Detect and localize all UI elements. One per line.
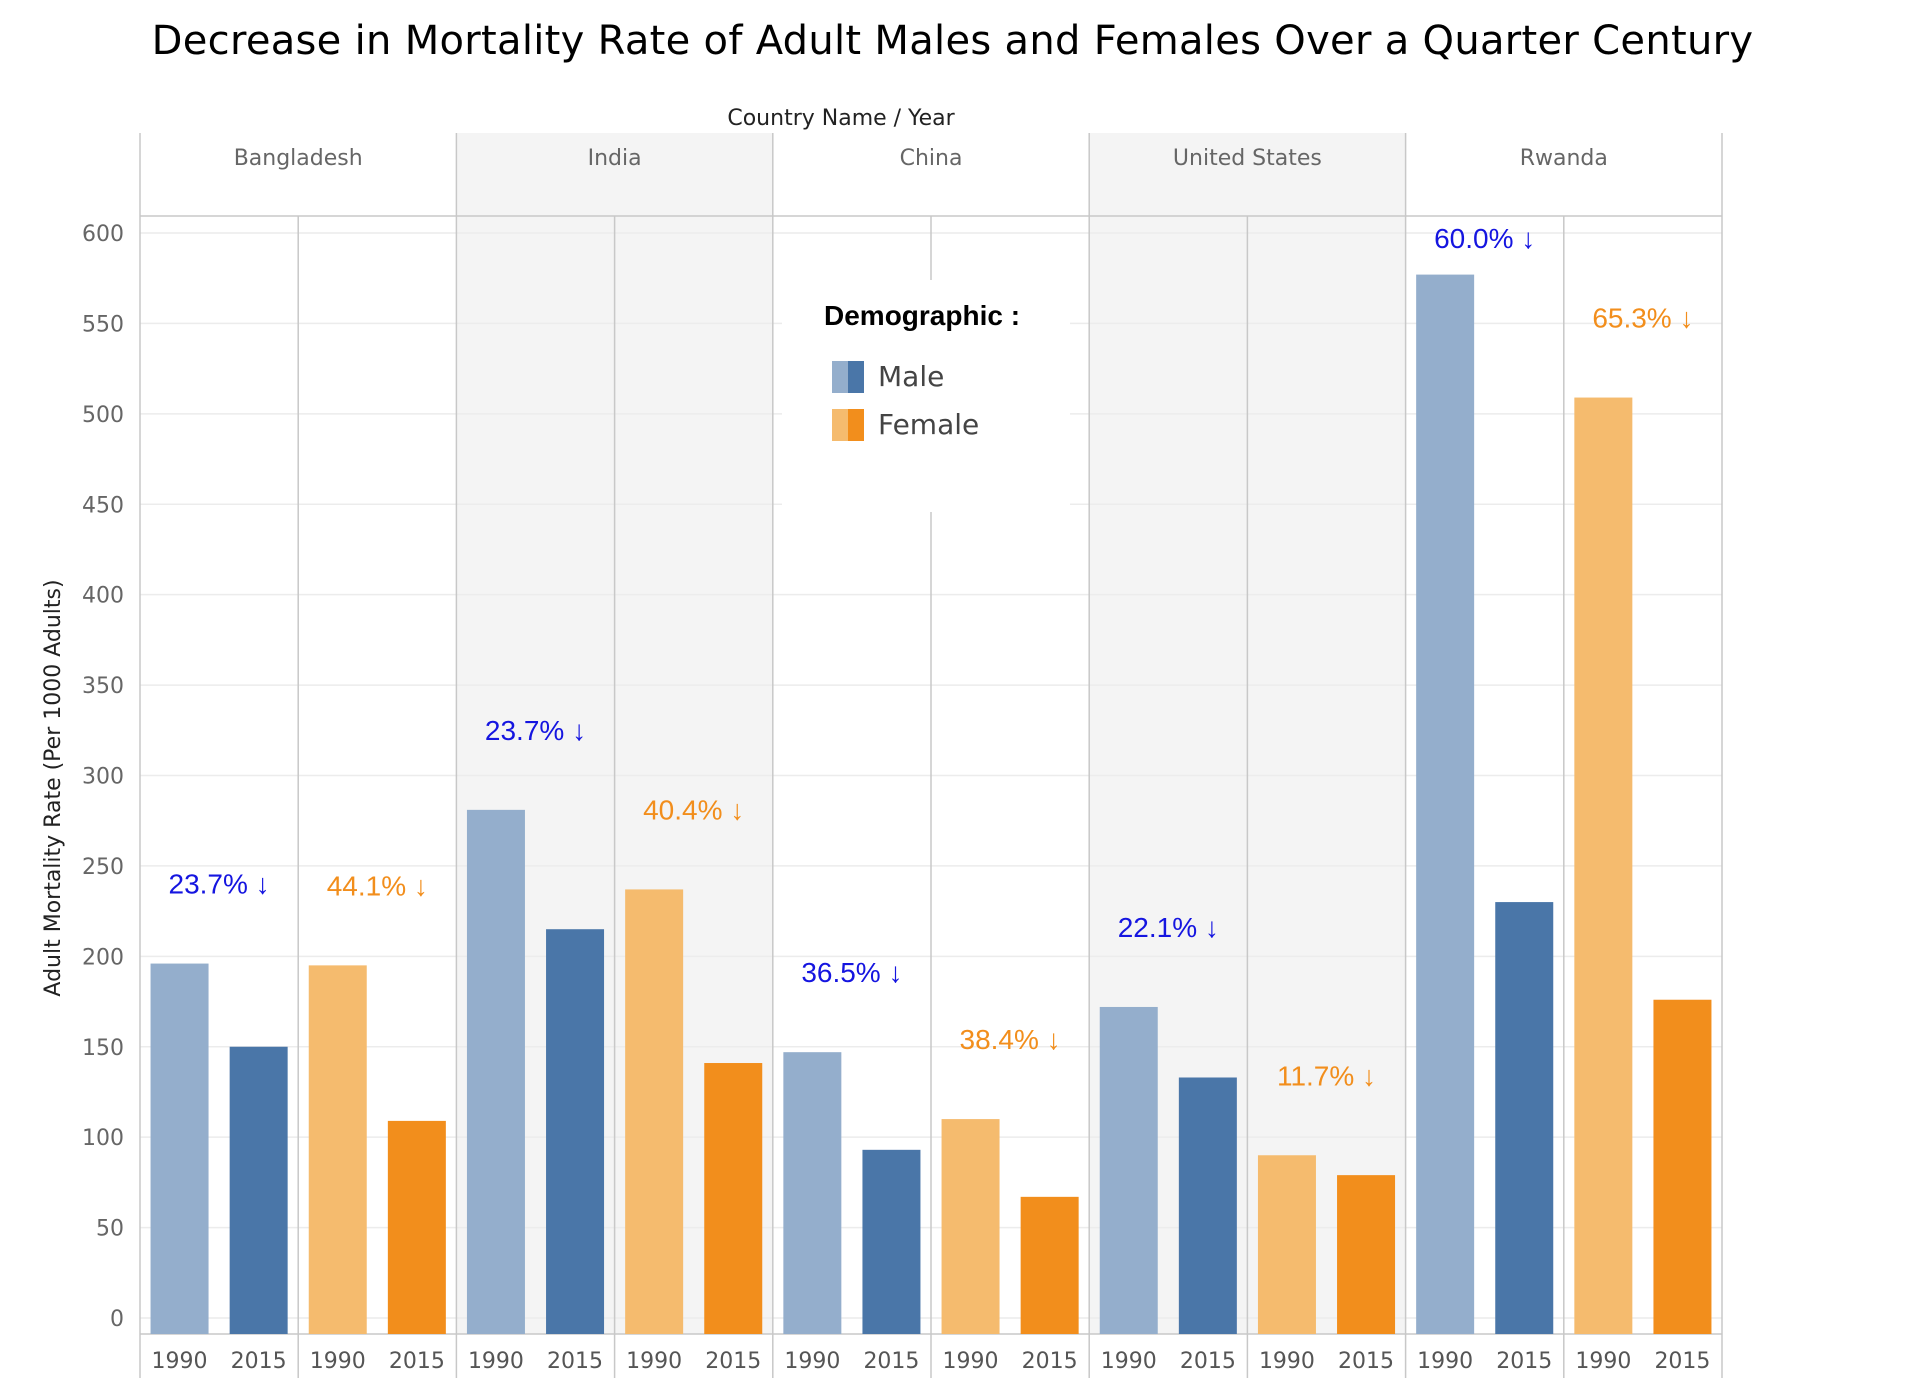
bar-india-female-2015 [704, 1063, 763, 1334]
year-tick-label: 1990 [1417, 1349, 1473, 1374]
bar-rwanda-male-1990 [1416, 274, 1475, 1334]
bar-china-male-1990 [783, 1052, 842, 1334]
legend-swatch-female [832, 408, 864, 441]
bar-bangladesh-male-1990 [150, 963, 209, 1334]
legend-title: Demographic : [824, 300, 1021, 331]
bar-china-female-1990 [941, 1119, 1000, 1334]
year-tick-label: 1990 [1575, 1349, 1631, 1374]
year-tick-label: 2015 [1654, 1349, 1710, 1374]
decrease-label: 38.4% ↓ [960, 1024, 1061, 1055]
decrease-label: 23.7% ↓ [169, 869, 270, 900]
decrease-label: 23.7% ↓ [485, 715, 586, 746]
decrease-label: 40.4% ↓ [643, 794, 744, 825]
country-label: Bangladesh [234, 146, 363, 171]
y-tick-label: 500 [82, 403, 124, 428]
bar-united-states-male-1990 [1099, 1006, 1158, 1334]
y-tick-label: 300 [82, 765, 124, 790]
bar-united-states-female-2015 [1337, 1175, 1396, 1334]
year-tick-label: 1990 [784, 1349, 840, 1374]
year-tick-label: 2015 [389, 1349, 445, 1374]
legend-item-male: Male [832, 360, 944, 393]
country-label: Rwanda [1520, 146, 1608, 171]
bar-bangladesh-male-2015 [229, 1046, 288, 1334]
year-tick-label: 2015 [1022, 1349, 1078, 1374]
year-tick-label: 1990 [152, 1349, 208, 1374]
decrease-label: 22.1% ↓ [1118, 912, 1219, 943]
y-tick-label: 50 [96, 1217, 124, 1242]
year-tick-label: 2015 [547, 1349, 603, 1374]
year-tick-label: 2015 [1180, 1349, 1236, 1374]
decrease-label: 11.7% ↓ [1277, 1060, 1376, 1091]
bar-china-male-2015 [862, 1149, 921, 1334]
country-label: China [900, 146, 963, 171]
decrease-label: 44.1% ↓ [327, 870, 428, 901]
bar-india-female-1990 [625, 889, 684, 1334]
legend-swatch-male [832, 360, 864, 393]
legend: Demographic : Male Female [782, 280, 1070, 512]
y-tick-label: 600 [82, 222, 124, 247]
y-tick-label: 400 [82, 584, 124, 609]
y-tick-label: 150 [82, 1036, 124, 1061]
y-tick-label: 250 [82, 855, 124, 880]
y-tick-label: 200 [82, 945, 124, 970]
y-tick-label: 100 [82, 1126, 124, 1151]
year-tick-label: 2015 [1496, 1349, 1552, 1374]
year-tick-label: 1990 [468, 1349, 524, 1374]
decrease-label: 36.5% ↓ [801, 957, 902, 988]
legend-label-male: Male [878, 360, 945, 393]
y-tick-label: 450 [82, 493, 124, 518]
y-tick-label: 550 [82, 312, 124, 337]
year-tick-label: 1990 [310, 1349, 366, 1374]
decrease-label: 60.0% ↓ [1434, 223, 1535, 254]
year-tick-label: 2015 [1338, 1349, 1394, 1374]
bar-rwanda-female-1990 [1574, 397, 1633, 1334]
year-tick-label: 2015 [705, 1349, 761, 1374]
year-tick-label: 1990 [1259, 1349, 1315, 1374]
year-tick-label: 2015 [231, 1349, 287, 1374]
bar-bangladesh-female-2015 [387, 1120, 446, 1334]
y-axis-label: Adult Mortality Rate (Per 1000 Adults) [41, 579, 66, 996]
country-label: United States [1173, 146, 1322, 171]
bar-india-male-1990 [466, 809, 525, 1334]
legend-label-female: Female [878, 408, 980, 441]
bar-united-states-male-2015 [1178, 1077, 1237, 1334]
year-tick-label: 1990 [943, 1349, 999, 1374]
year-tick-label: 2015 [863, 1349, 919, 1374]
legend-item-female: Female [832, 408, 979, 441]
bar-rwanda-female-2015 [1653, 999, 1712, 1334]
chart-title: Decrease in Mortality Rate of Adult Male… [151, 18, 1754, 64]
y-tick-label: 0 [110, 1307, 124, 1332]
y-tick-label: 350 [82, 674, 124, 699]
bar-china-female-2015 [1020, 1196, 1079, 1334]
column-header: Country Name / Year [727, 106, 955, 131]
bar-bangladesh-female-1990 [308, 965, 367, 1334]
bar-rwanda-male-2015 [1495, 902, 1554, 1334]
country-label: India [588, 146, 642, 171]
year-tick-label: 1990 [1101, 1349, 1157, 1374]
bar-united-states-female-1990 [1257, 1155, 1316, 1334]
decrease-label: 65.3% ↓ [1592, 303, 1693, 334]
bar-india-male-2015 [546, 929, 605, 1334]
year-tick-label: 1990 [626, 1349, 682, 1374]
